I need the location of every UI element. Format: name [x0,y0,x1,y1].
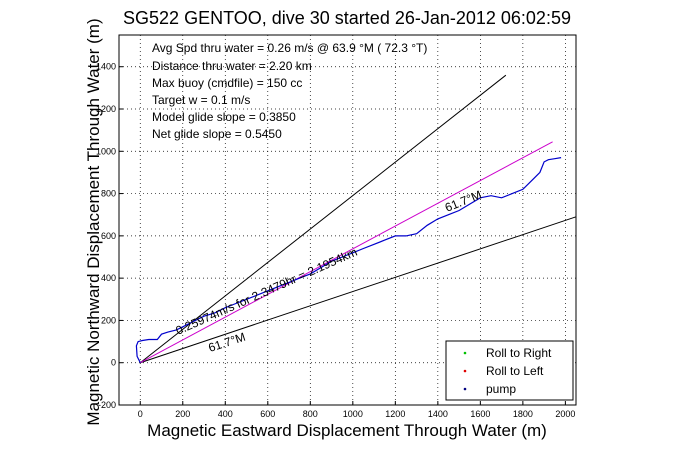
y-tick-label: 1400 [96,62,116,72]
x-tick-label: 1800 [513,409,533,419]
y-tick-label: 200 [101,315,116,325]
x-tick-label: 0 [138,409,143,419]
track [135,157,562,363]
y-tick-label: -200 [98,400,116,410]
reference-line [139,74,507,364]
info-line-1: Avg Spd thru water = 0.26 m/s @ 63.9 °M … [152,41,427,55]
x-tick-label: 600 [260,409,275,419]
x-tick-label: 1400 [428,409,448,419]
track-line [135,157,562,363]
y-tick-label: 1200 [96,104,116,114]
y-tick-label: 1000 [96,146,116,156]
y-tick-label: 0 [111,358,116,368]
info-line-4: Target w = 0.1 m/s [152,93,250,107]
info-box: Avg Spd thru water = 0.26 m/s @ 63.9 °M … [152,41,427,141]
x-axis-label: Magnetic Eastward Displacement Through W… [147,421,547,440]
y-ticks: -200 0 200 400 600 800 1000 1200 1400 [96,62,123,410]
x-tick-label: 800 [303,409,318,419]
legend-marker-pump [463,387,467,391]
reference-line [140,141,553,364]
legend: Roll to Right Roll to Left pump [445,340,574,401]
x-tick-label: 1200 [385,409,405,419]
legend-box [445,340,574,401]
y-tick-label: 400 [101,273,116,283]
y-tick-label: 800 [101,189,116,199]
legend-marker-roll-right [463,351,467,355]
info-line-6: Net glide slope = 0.5450 [152,127,282,141]
x-tick-label: 2000 [555,409,575,419]
legend-label-roll-left: Roll to Left [486,364,544,378]
x-tick-label: 1000 [343,409,363,419]
legend-label-roll-right: Roll to Right [486,346,552,360]
info-line-3: Max buoy (cmdfile) = 150 cc [152,76,302,90]
x-tick-label: 1600 [470,409,490,419]
info-line-2: Distance thru water = 2.20 km [152,59,312,73]
legend-label-pump: pump [486,382,516,396]
x-tick-label: 400 [218,409,233,419]
y-axis-label: Magnetic Northward Displacement Through … [84,18,103,425]
info-line-5: Model glide slope = 0.3850 [152,110,296,124]
reference-lines [139,74,577,364]
legend-marker-roll-left [463,369,467,373]
x-ticks: 0 200 400 600 800 1000 1200 1400 1600 1800 2000 [138,401,575,419]
x-tick-label: 200 [175,409,190,419]
reference-line [140,216,577,364]
chart-title: SG522 GENTOO, dive 30 started 26-Jan-201… [123,8,571,28]
y-tick-label: 600 [101,231,116,241]
